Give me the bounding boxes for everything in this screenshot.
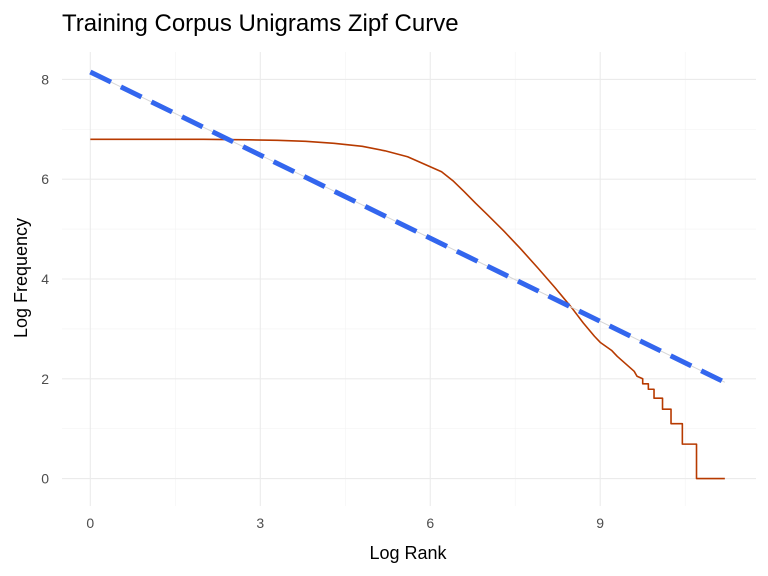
x-axis-title: Log Rank	[369, 543, 447, 563]
y-axis-title: Log Frequency	[11, 218, 31, 338]
x-tick-label: 0	[86, 515, 94, 531]
y-tick-label: 6	[41, 171, 49, 187]
zipf-fit-line	[89, 69, 726, 385]
chart-title: Training Corpus Unigrams Zipf Curve	[62, 10, 459, 37]
x-tick-label: 6	[426, 515, 434, 531]
axis-ticks: 0 3 6 9 0 2 4 6 8	[41, 71, 604, 531]
y-tick-label: 2	[41, 371, 49, 387]
y-tick-label: 8	[41, 71, 49, 87]
x-tick-label: 9	[596, 515, 604, 531]
frequency-curve	[90, 138, 725, 480]
plot-area	[89, 69, 726, 480]
y-tick-label: 0	[41, 471, 49, 487]
y-tick-label: 4	[41, 271, 49, 287]
grid	[62, 52, 756, 506]
x-tick-label: 3	[256, 515, 264, 531]
